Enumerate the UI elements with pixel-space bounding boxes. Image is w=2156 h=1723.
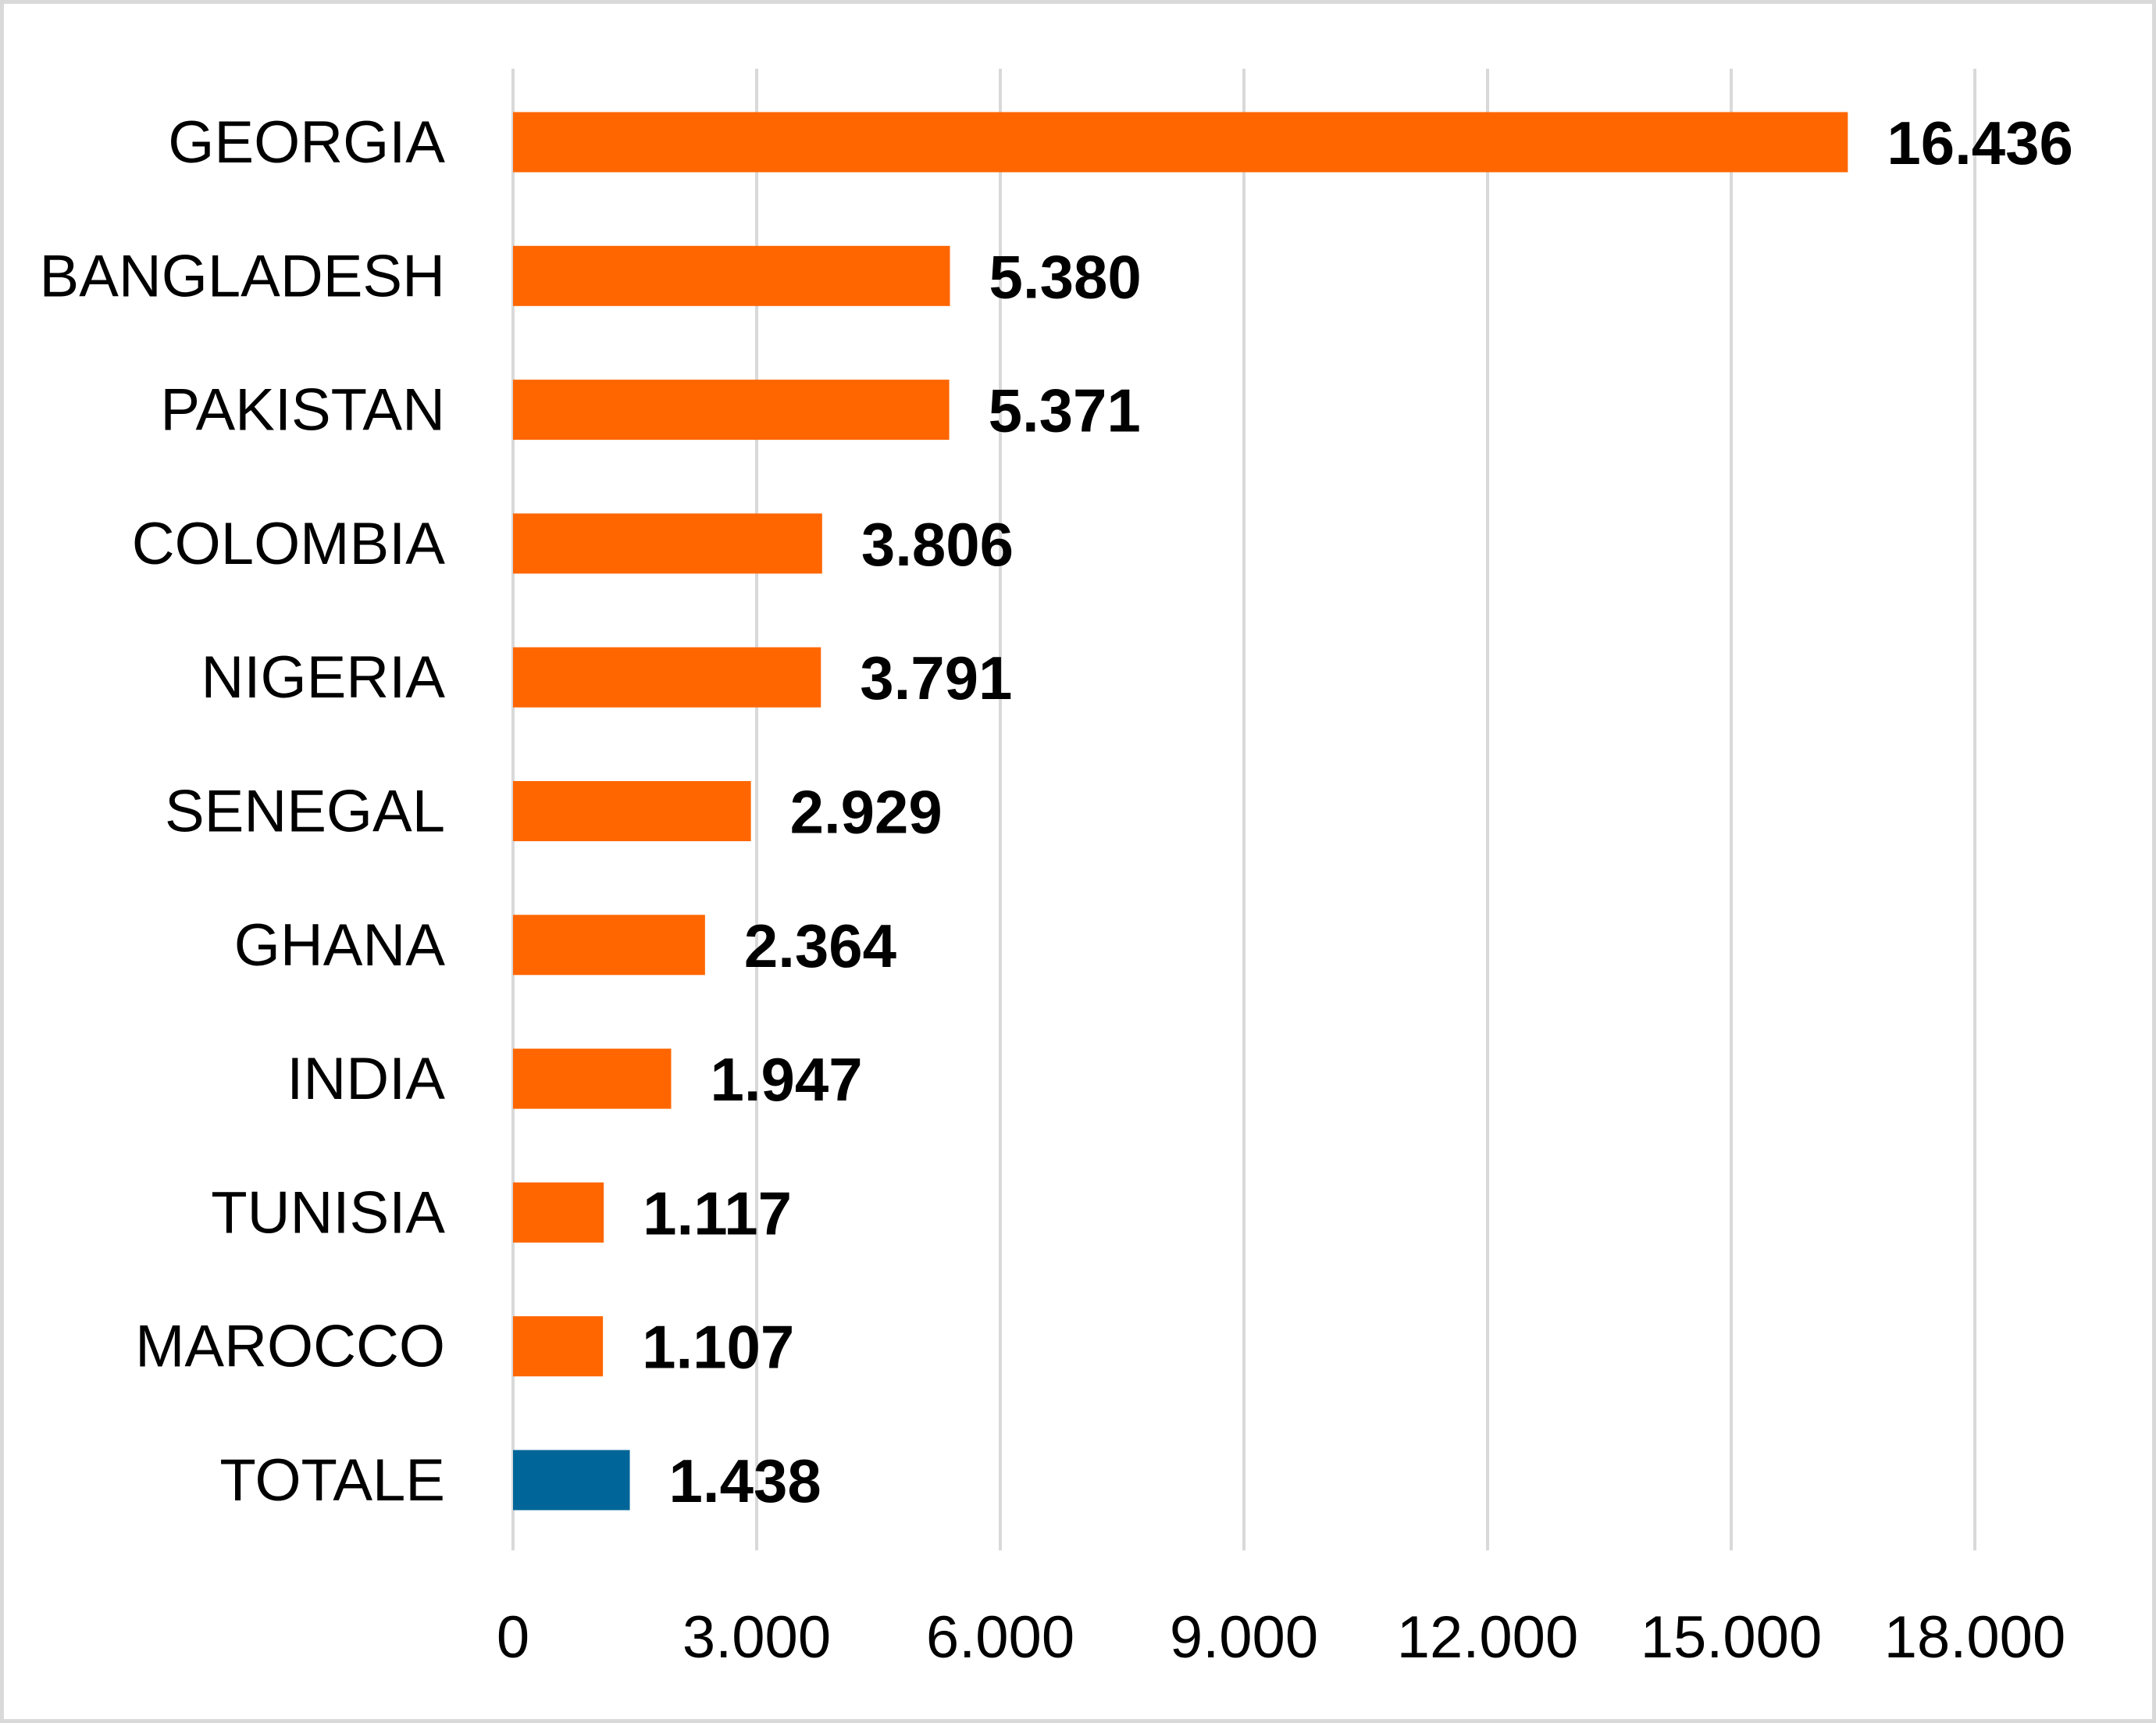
data-label: 2.929 — [790, 778, 943, 847]
category-label: MAROCCO — [135, 1314, 445, 1380]
category-label: GEORGIA — [168, 109, 445, 176]
x-tick-label: 18.000 — [1884, 1604, 2065, 1671]
x-tick-label: 15.000 — [1641, 1604, 1822, 1671]
category-label: BANGLADESH — [40, 243, 446, 309]
data-label: 1.947 — [710, 1045, 862, 1114]
category-label: PAKISTAN — [160, 377, 445, 444]
category-label: INDIA — [287, 1046, 445, 1112]
bar — [513, 1316, 604, 1377]
data-label: 5.371 — [989, 376, 1141, 445]
bar — [513, 513, 822, 574]
grid-layer — [511, 69, 1976, 1550]
data-labels: 16.436 5.380 5.371 3.806 3.791 2.929 2.364 1.94… — [642, 109, 2073, 1515]
data-label: 3.806 — [861, 510, 1014, 579]
data-label: 1.117 — [643, 1179, 792, 1247]
bar-layer — [513, 112, 1848, 1511]
x-tick-label: 9.000 — [1170, 1604, 1318, 1671]
category-label: GHANA — [234, 912, 446, 979]
category-label: NIGERIA — [201, 644, 446, 711]
bar — [513, 112, 1848, 173]
bar — [513, 781, 751, 841]
bar — [513, 647, 821, 708]
category-label: SENEGAL — [165, 779, 445, 845]
bar — [513, 1450, 630, 1511]
x-tick-label: 3.000 — [682, 1604, 831, 1671]
data-label: 2.364 — [744, 911, 896, 980]
bar — [513, 1182, 604, 1243]
data-label: 5.380 — [989, 242, 1142, 311]
x-tick-label: 6.000 — [926, 1604, 1074, 1671]
data-label: 3.791 — [860, 644, 1012, 712]
data-label: 1.438 — [669, 1447, 821, 1515]
bar — [513, 1048, 672, 1109]
category-label: COLOMBIA — [132, 511, 445, 577]
data-label: 1.107 — [642, 1313, 794, 1382]
x-tick-label: 12.000 — [1397, 1604, 1578, 1671]
data-label: 16.436 — [1887, 109, 2073, 177]
x-tick-label: 0 — [497, 1604, 529, 1671]
bar — [513, 915, 705, 976]
bar — [513, 380, 950, 441]
category-label: TOTALE — [219, 1447, 445, 1514]
bar — [513, 245, 950, 306]
category-labels: GEORGIA BANGLADESH PAKISTAN COLOMBIA NIGERIA… — [40, 109, 446, 1514]
category-label: TUNISIA — [211, 1179, 445, 1246]
x-axis-tick-labels: 0 3.000 6.000 9.000 12.000 15.000 18.000 — [497, 1604, 2065, 1671]
